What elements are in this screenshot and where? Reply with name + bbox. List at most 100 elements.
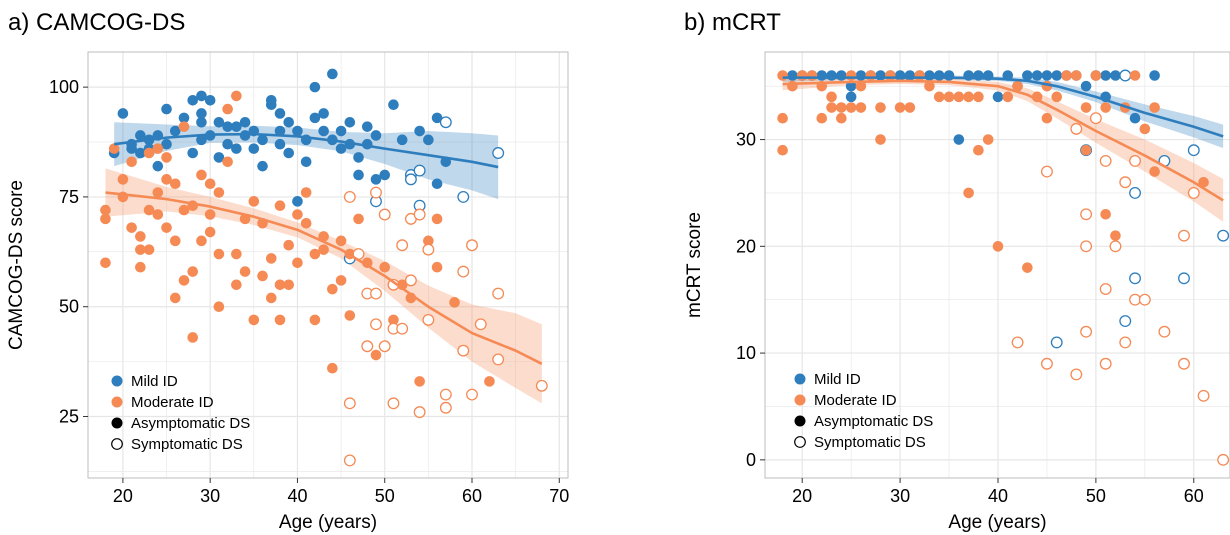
mild-id-asymptomatic-point xyxy=(396,134,408,146)
mild-id-asymptomatic-point xyxy=(1129,112,1141,124)
legend-marker xyxy=(794,415,806,427)
moderate-id-symptomatic-point xyxy=(396,239,409,252)
mild-id-symptomatic-point xyxy=(404,173,417,186)
moderate-id-asymptomatic-point xyxy=(300,187,312,198)
y-tick-label: 100 xyxy=(49,77,79,97)
mcrt-chart: b) mCRT Mild ID Moderate ID Asymptomatic D… xyxy=(684,9,1230,533)
moderate-id-asymptomatic-point xyxy=(845,70,857,81)
legend-marker xyxy=(111,438,123,450)
moderate-id-asymptomatic-point xyxy=(292,257,303,269)
mild-id-asymptomatic-point xyxy=(300,156,312,168)
moderate-id-asymptomatic-point xyxy=(388,314,399,326)
mild-id-asymptomatic-point xyxy=(257,134,268,146)
moderate-id-symptomatic-point xyxy=(422,243,435,256)
moderate-id-symptomatic-point xyxy=(457,344,470,357)
mild-id-asymptomatic-point xyxy=(196,90,207,102)
mild-id-asymptomatic-point xyxy=(327,68,338,80)
mild-id-asymptomatic-point xyxy=(187,95,199,106)
moderate-id-asymptomatic-point xyxy=(161,222,172,233)
mild-id-asymptomatic-point xyxy=(353,152,364,163)
moderate-id-symptomatic-point xyxy=(343,454,356,467)
mild-id-asymptomatic-point xyxy=(875,70,886,81)
moderate-id-symptomatic-point xyxy=(343,397,356,410)
mild-id-symptomatic-point xyxy=(1217,229,1230,242)
moderate-id-asymptomatic-point xyxy=(126,222,137,233)
moderate-id-symptomatic-point xyxy=(1080,325,1093,338)
moderate-id-asymptomatic-point xyxy=(431,261,443,273)
moderate-id-asymptomatic-point xyxy=(100,257,111,269)
moderate-id-symptomatic-point xyxy=(1011,336,1024,349)
data-points xyxy=(100,68,548,467)
mild-id-asymptomatic-point xyxy=(135,147,146,159)
y-tick-label: 30 xyxy=(736,130,756,150)
mild-id-asymptomatic-point xyxy=(283,116,295,128)
moderate-id-symptomatic-point xyxy=(396,322,409,335)
legend-marker xyxy=(794,373,806,385)
legend-marker xyxy=(794,436,806,448)
mild-id-asymptomatic-point xyxy=(239,116,251,128)
mild-id-asymptomatic-point xyxy=(845,91,857,103)
legend: Mild ID Moderate ID Asymptomatic DS Symptom… xyxy=(111,373,250,453)
y-tick-label: 50 xyxy=(59,297,79,317)
mild-id-asymptomatic-point xyxy=(943,70,955,81)
moderate-id-asymptomatic-point xyxy=(1149,102,1160,113)
moderate-id-symptomatic-point xyxy=(413,406,426,419)
moderate-id-asymptomatic-point xyxy=(265,253,277,264)
y-axis-title: CAMCOG-DS score xyxy=(6,180,27,350)
mild-id-asymptomatic-point xyxy=(283,147,295,159)
mild-id-asymptomatic-point xyxy=(904,70,916,81)
moderate-id-asymptomatic-point xyxy=(100,213,111,225)
moderate-id-asymptomatic-point xyxy=(257,270,268,282)
mild-id-asymptomatic-point xyxy=(370,130,382,141)
mild-id-asymptomatic-point xyxy=(274,125,286,137)
fit-lines xyxy=(105,132,543,365)
moderate-id-symptomatic-point xyxy=(1080,208,1093,221)
x-tick-label: 20 xyxy=(113,486,133,506)
moderate-id-asymptomatic-point xyxy=(1139,123,1151,135)
plot-border xyxy=(87,51,569,479)
mild-id-asymptomatic-point xyxy=(265,99,277,111)
moderate-id-asymptomatic-point xyxy=(449,297,460,308)
moderate-id-asymptomatic-point xyxy=(143,204,155,216)
moderate-id-asymptomatic-point xyxy=(231,279,242,291)
moderate-id-asymptomatic-point xyxy=(423,235,434,247)
mild-id-asymptomatic-point xyxy=(894,70,906,81)
moderate-id-asymptomatic-point xyxy=(1051,91,1063,103)
mild-id-asymptomatic-point xyxy=(1110,70,1121,81)
moderate-id-asymptomatic-point xyxy=(1061,70,1072,81)
moderate-id-asymptomatic-point xyxy=(248,314,260,326)
mild-id-symptomatic-point xyxy=(413,164,426,177)
moderate-id-asymptomatic-point xyxy=(1080,102,1092,113)
moderate-id-asymptomatic-point xyxy=(143,244,155,255)
legend-label: Symptomatic DS xyxy=(814,434,926,451)
moderate-id-asymptomatic-point xyxy=(796,70,808,81)
moderate-id-asymptomatic-point xyxy=(1110,230,1121,241)
mild-id-symptomatic-point xyxy=(439,116,452,129)
mild-id-asymptomatic-point xyxy=(187,147,199,159)
legend-label: Asymptomatic DS xyxy=(131,415,250,432)
moderate-id-symptomatic-point xyxy=(1089,112,1102,125)
moderate-id-asymptomatic-point xyxy=(318,244,329,255)
moderate-id-asymptomatic-point xyxy=(169,235,181,247)
mild-id-asymptomatic-point xyxy=(204,95,216,106)
moderate-id-asymptomatic-point xyxy=(169,178,181,190)
moderate-id-symptomatic-point xyxy=(1187,186,1200,199)
moderate-id-asymptomatic-point xyxy=(327,283,338,295)
mild-id-asymptomatic-point xyxy=(423,134,434,146)
mild-id-asymptomatic-point xyxy=(431,178,443,190)
mild-id-asymptomatic-point xyxy=(379,169,391,181)
moderate-id-asymptomatic-point xyxy=(309,314,321,326)
legend-label: Asymptomatic DS xyxy=(814,413,933,430)
moderate-id-asymptomatic-point xyxy=(292,209,303,220)
x-axis: 20 30 40 50 60 xyxy=(792,478,1204,506)
moderate-id-asymptomatic-point xyxy=(777,70,788,81)
moderate-id-symptomatic-point xyxy=(1119,176,1132,189)
moderate-id-asymptomatic-point xyxy=(806,70,818,81)
x-tick-label: 50 xyxy=(1086,486,1106,506)
mild-id-asymptomatic-point xyxy=(196,116,207,128)
moderate-id-symptomatic-point xyxy=(1129,293,1141,306)
moderate-id-symptomatic-point xyxy=(474,318,487,331)
moderate-id-asymptomatic-point xyxy=(982,134,994,145)
mild-id-asymptomatic-point xyxy=(231,121,242,132)
moderate-id-asymptomatic-point xyxy=(222,103,233,115)
